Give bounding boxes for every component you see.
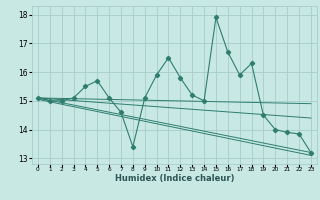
X-axis label: Humidex (Indice chaleur): Humidex (Indice chaleur) (115, 174, 234, 183)
